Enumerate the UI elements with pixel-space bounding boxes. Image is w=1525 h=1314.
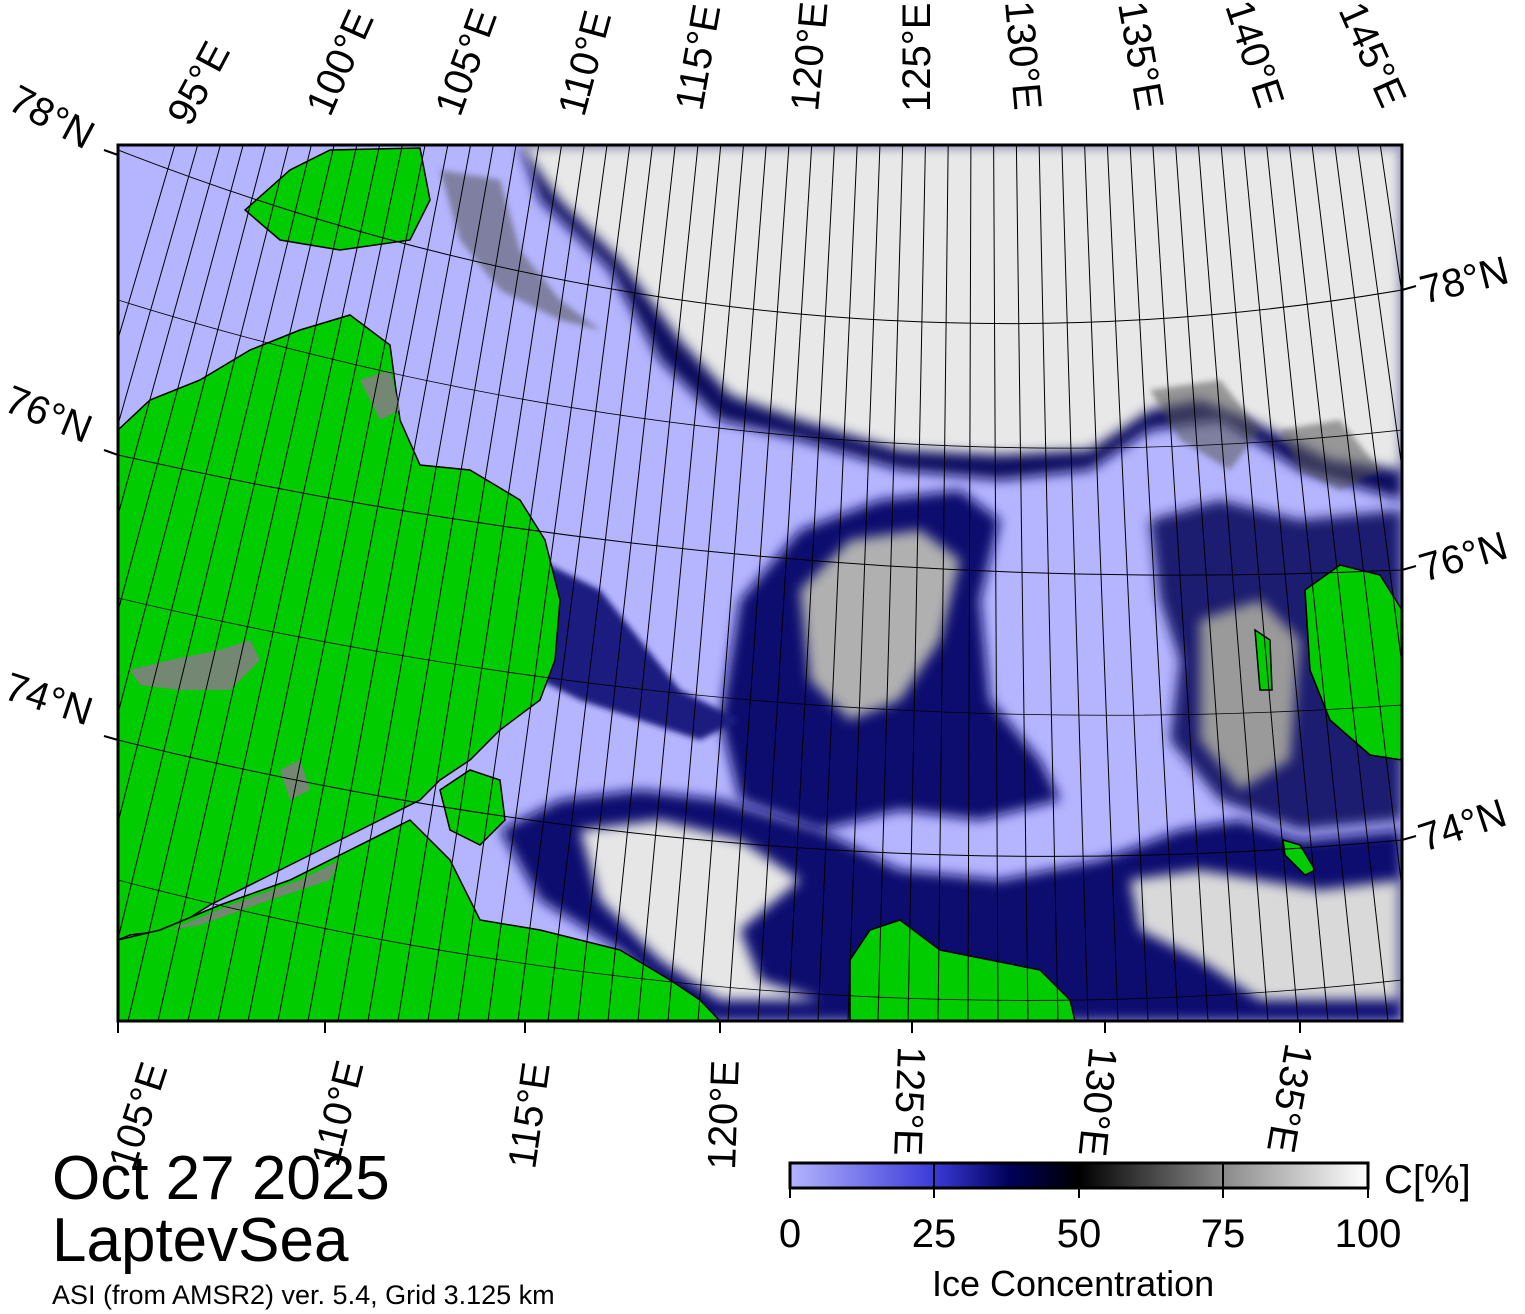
colorbar-tick-label: 25 xyxy=(911,1212,957,1256)
colorbar-title: Ice Concentration xyxy=(932,1263,1215,1304)
eastern-ice-core xyxy=(1200,600,1300,790)
top-lon-label: 125°E xyxy=(895,3,939,112)
data-source: ASI (from AMSR2) ver. 5.4, Grid 3.125 km xyxy=(52,1280,555,1310)
parallel-77 xyxy=(118,299,1402,449)
right-lat-label: 78°N xyxy=(1416,248,1513,312)
bottom-lon-label: 135°E xyxy=(1258,1040,1320,1155)
top-longitude-labels: 95°E 100°E 105°E 110°E 115°E 120°E 125°E… xyxy=(159,0,1414,132)
central-ice-core xyxy=(800,530,960,720)
right-lat-label: 76°N xyxy=(1414,524,1512,591)
parallel-73 xyxy=(118,879,1402,1001)
parallel-75 xyxy=(118,597,1402,716)
kotelny-island xyxy=(1304,564,1402,761)
colorbar-tick-label: 0 xyxy=(778,1212,802,1256)
siberian-mainland xyxy=(118,819,722,1021)
coastal-mask xyxy=(130,370,400,930)
bottom-lon-label: 115°E xyxy=(500,1060,558,1172)
bottom-lon-label: 125°E xyxy=(885,1046,933,1157)
axis-ticks xyxy=(103,149,1417,1033)
bottom-lon-label: 130°E xyxy=(1070,1045,1125,1158)
parallel-78 xyxy=(118,149,1402,325)
top-lon-label: 110°E xyxy=(550,6,620,120)
island-near-delta xyxy=(439,769,506,846)
map-date: Oct 27 2025 xyxy=(52,1144,390,1213)
top-lon-label: 95°E xyxy=(159,35,239,133)
map-area xyxy=(118,145,1402,1021)
land xyxy=(118,147,1402,1021)
taymyr-peninsula xyxy=(118,314,561,941)
western-coastal-ice xyxy=(520,560,740,740)
bottom-lon-label: 120°E xyxy=(700,1059,748,1170)
top-lon-label: 145°E xyxy=(1330,0,1415,114)
colorbar-tick-label: 50 xyxy=(1056,1212,1102,1256)
top-lon-label: 135°E xyxy=(1109,0,1171,113)
top-lon-label: 100°E xyxy=(298,4,383,122)
left-lat-label: 74°N xyxy=(0,665,98,734)
top-lon-label: 130°E xyxy=(996,0,1049,112)
map-frame xyxy=(116,143,1404,1023)
top-lon-label: 115°E xyxy=(668,1,730,113)
right-lat-label: 74°N xyxy=(1413,791,1512,860)
southern-ice-core-east xyxy=(1130,870,1400,1000)
severnaya-zemlya-island xyxy=(243,147,431,251)
southern-ice-core xyxy=(580,820,820,1000)
colorbar-ticks xyxy=(789,1163,1369,1198)
top-lon-label: 120°E xyxy=(783,0,836,113)
region-name: LaptevSea xyxy=(52,1206,349,1275)
top-lon-label: 105°E xyxy=(427,3,506,121)
lena-delta-coast xyxy=(849,919,1076,1021)
top-lon-label: 140°E xyxy=(1216,0,1292,113)
parallel-76 xyxy=(118,454,1402,576)
colorbar-tick-label: 100 xyxy=(1334,1212,1402,1256)
parallel-74 xyxy=(118,739,1402,857)
left-lat-label: 76°N xyxy=(0,378,98,452)
colorbar-unit: C[%] xyxy=(1384,1158,1471,1202)
graticule xyxy=(118,145,1402,1021)
colorbar-tick-label: 75 xyxy=(1200,1212,1246,1256)
left-lat-label: 78°N xyxy=(2,77,102,158)
